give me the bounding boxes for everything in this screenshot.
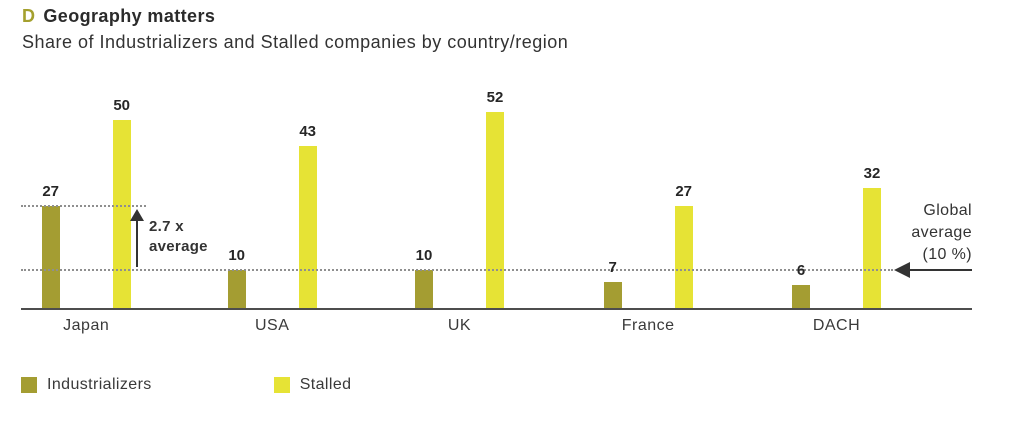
category-label-uk: UK xyxy=(447,317,472,334)
category-label-usa: USA xyxy=(254,317,290,334)
global-average-line1: Global xyxy=(923,202,972,219)
bar-industrializers-usa xyxy=(227,270,246,308)
global-average-line2: average xyxy=(911,224,972,241)
global-average-arrow-shaft xyxy=(908,269,972,271)
value-label-stalled-japan: 50 xyxy=(113,97,131,114)
value-label-stalled-usa: 43 xyxy=(299,123,317,141)
multiplier-arrow-shaft xyxy=(136,220,138,267)
bar-stalled-france xyxy=(674,206,693,308)
bar-industrializers-uk xyxy=(415,270,433,308)
chart-title-text: Geography matters xyxy=(43,6,216,26)
category-label-france: France xyxy=(621,317,675,334)
multiplier-annotation: 2.7 x average xyxy=(149,217,208,257)
chart-subtitle: Share of Industrializers and Stalled com… xyxy=(22,32,569,52)
legend-label-stalled: Stalled xyxy=(299,376,352,393)
up-arrow-icon xyxy=(130,209,144,221)
bar-stalled-uk xyxy=(486,112,504,308)
value-label-industrializers-uk: 10 xyxy=(415,247,433,265)
left-arrow-icon xyxy=(894,262,910,278)
multiplier-line1: 2.7 x xyxy=(149,218,184,235)
global-average-line xyxy=(21,269,893,271)
global-average-line3: (10 %) xyxy=(922,246,972,263)
value-label-stalled-dach: 32 xyxy=(863,164,881,182)
value-label-industrializers-france: 7 xyxy=(608,258,617,276)
legend-item-stalled: Stalled xyxy=(273,376,352,394)
value-label-industrializers-japan: 27 xyxy=(42,183,60,201)
stalled-swatch-icon xyxy=(273,377,290,393)
industrializers-swatch-icon xyxy=(21,377,37,393)
category-label-japan: Japan xyxy=(63,317,110,334)
legend-label-industrializers: Industrializers xyxy=(47,376,152,393)
legend-item-industrializers: Industrializers xyxy=(21,376,152,394)
multiplier-line2: average xyxy=(149,238,208,255)
bar-stalled-usa xyxy=(298,146,317,308)
value-label-industrializers-dach: 6 xyxy=(796,262,806,280)
bar-industrializers-dach xyxy=(792,285,810,308)
bar-stalled-japan xyxy=(112,120,131,308)
legend: Industrializers Stalled xyxy=(21,376,351,394)
bar-industrializers-france xyxy=(603,281,622,308)
bar-industrializers-japan xyxy=(41,206,60,308)
value-label-stalled-france: 27 xyxy=(675,183,693,201)
value-label-industrializers-usa: 10 xyxy=(228,247,246,265)
global-average-annotation: Global average (10 %) xyxy=(911,200,972,266)
category-label-dach: DACH xyxy=(812,317,861,334)
panel-letter: D xyxy=(22,6,36,26)
reference-line-27 xyxy=(21,205,146,207)
chart-title: D Geography matters xyxy=(22,6,215,27)
value-label-stalled-uk: 52 xyxy=(486,89,504,107)
x-axis xyxy=(21,308,972,310)
bar-stalled-dach xyxy=(863,187,881,308)
